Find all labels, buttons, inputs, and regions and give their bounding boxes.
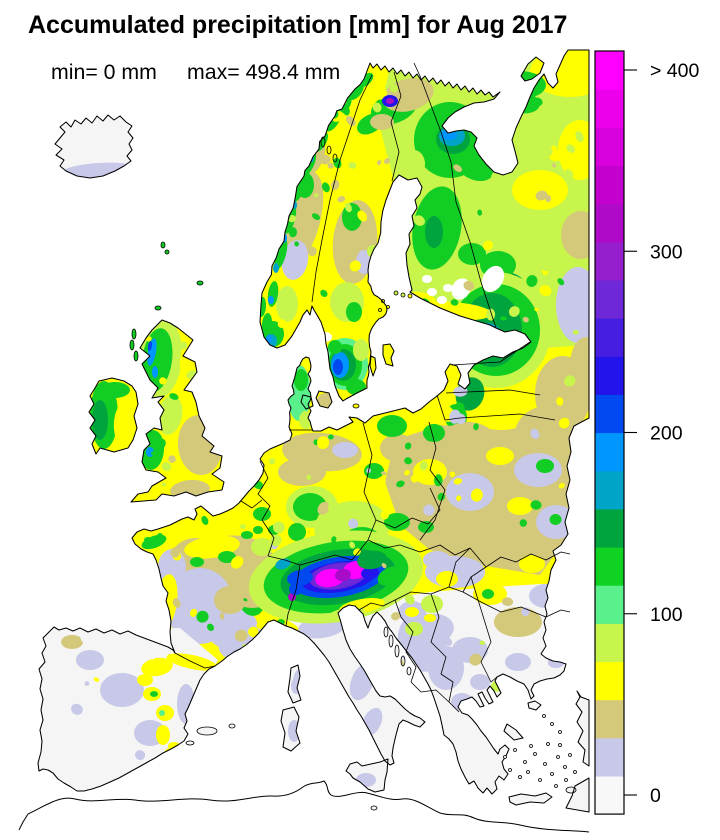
svg-text:min= 0 mm: min= 0 mm — [51, 60, 157, 84]
svg-text:100: 100 — [650, 604, 683, 626]
svg-text:> 400: > 400 — [650, 60, 699, 82]
svg-text:0: 0 — [650, 785, 661, 807]
svg-text:200: 200 — [650, 423, 683, 445]
svg-text:max= 498.4 mm: max= 498.4 mm — [187, 60, 340, 84]
svg-text:300: 300 — [650, 241, 683, 263]
svg-text:Accumulated precipitation [mm]: Accumulated precipitation [mm] for Aug 2… — [28, 11, 567, 39]
